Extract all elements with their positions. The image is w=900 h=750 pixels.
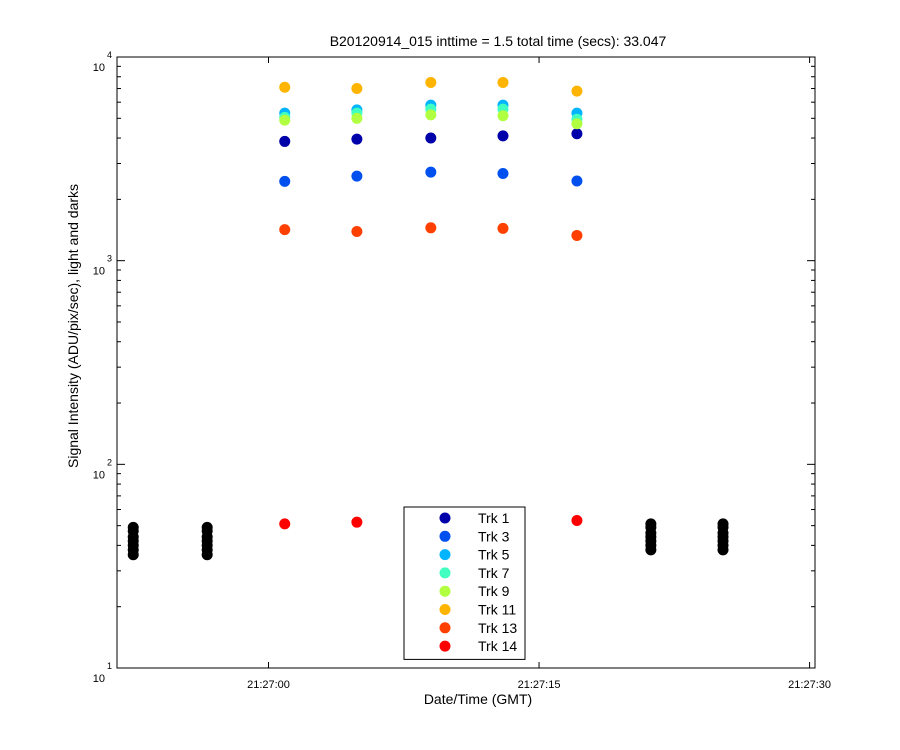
point-trk-11 (497, 76, 509, 88)
legend-label: Trk 3 (478, 528, 510, 544)
point-trk-1 (351, 133, 363, 145)
point-trk-11 (571, 85, 583, 97)
legend-label: Trk 14 (478, 638, 517, 654)
point-trk-3 (497, 167, 509, 179)
legend-marker (439, 567, 451, 579)
point-trk-9 (279, 114, 291, 126)
point-trk-9 (571, 118, 583, 130)
y-tick-label-exponent: 2 (107, 457, 112, 467)
legend-marker (439, 640, 451, 652)
legend-label: Trk 5 (478, 547, 510, 563)
point-trk-9 (351, 112, 363, 124)
point-trk-3 (279, 175, 291, 187)
y-axis-label: Signal Intensity (ADU/pix/sec), light an… (65, 184, 81, 468)
y-tick-label-base: 10 (93, 673, 105, 685)
y-tick-label-base: 10 (93, 469, 105, 481)
legend-marker (439, 512, 451, 524)
point-trk-1 (425, 132, 437, 144)
legend-marker (439, 585, 451, 597)
legend-label: Trk 7 (478, 565, 510, 581)
y-tick-label-exponent: 3 (107, 254, 112, 264)
point-trk-3 (351, 170, 363, 182)
point-trk-13 (279, 224, 291, 236)
y-tick-label-base: 10 (93, 62, 105, 74)
point-trk-1 (571, 128, 583, 140)
point-trk-14 (351, 516, 363, 528)
point-trk-13 (425, 222, 437, 234)
x-tick-label: 21:27:15 (518, 679, 561, 691)
data-points (127, 76, 729, 561)
chart-title: B20120914_015 inttime = 1.5 total time (… (330, 33, 667, 49)
legend-label: Trk 9 (478, 583, 510, 599)
legend-label: Trk 13 (478, 620, 517, 636)
legend: Trk 1 Trk 3 Trk 5 Trk 7 Trk 9 Trk 11 Trk 13 Trk… (403, 506, 526, 660)
x-axis-label: Date/Time (GMT) (424, 691, 532, 707)
point-trk-13 (351, 226, 363, 238)
dark-point (201, 521, 213, 533)
legend-label: Trk 11 (478, 602, 516, 618)
y-tick-label-base: 10 (93, 266, 105, 278)
point-trk-13 (497, 222, 509, 234)
point-trk-3 (571, 175, 583, 187)
point-trk-13 (571, 229, 583, 241)
axis-ticks (117, 56, 815, 669)
point-trk-1 (497, 130, 509, 142)
dark-point (127, 521, 139, 533)
dark-point (717, 518, 729, 530)
point-trk-1 (279, 135, 291, 147)
legend-marker (439, 549, 451, 561)
x-tick-label: 21:27:00 (247, 679, 290, 691)
point-trk-14 (571, 514, 583, 526)
legend-marker (439, 604, 451, 615)
point-trk-11 (425, 76, 437, 88)
x-tick-label: 21:27:30 (788, 679, 831, 691)
point-trk-3 (425, 166, 437, 178)
legend-label: Trk 1 (478, 510, 510, 526)
point-trk-11 (351, 83, 363, 95)
point-trk-11 (279, 81, 291, 93)
point-trk-14 (279, 518, 291, 530)
legend-box (403, 506, 526, 660)
dark-point (645, 518, 657, 530)
y-tick-label-exponent: 1 (107, 661, 112, 671)
legend-marker (439, 622, 451, 634)
y-tick-label-exponent: 4 (107, 50, 112, 60)
point-trk-9 (497, 110, 509, 122)
legend-marker (439, 530, 451, 542)
point-trk-9 (425, 109, 437, 121)
